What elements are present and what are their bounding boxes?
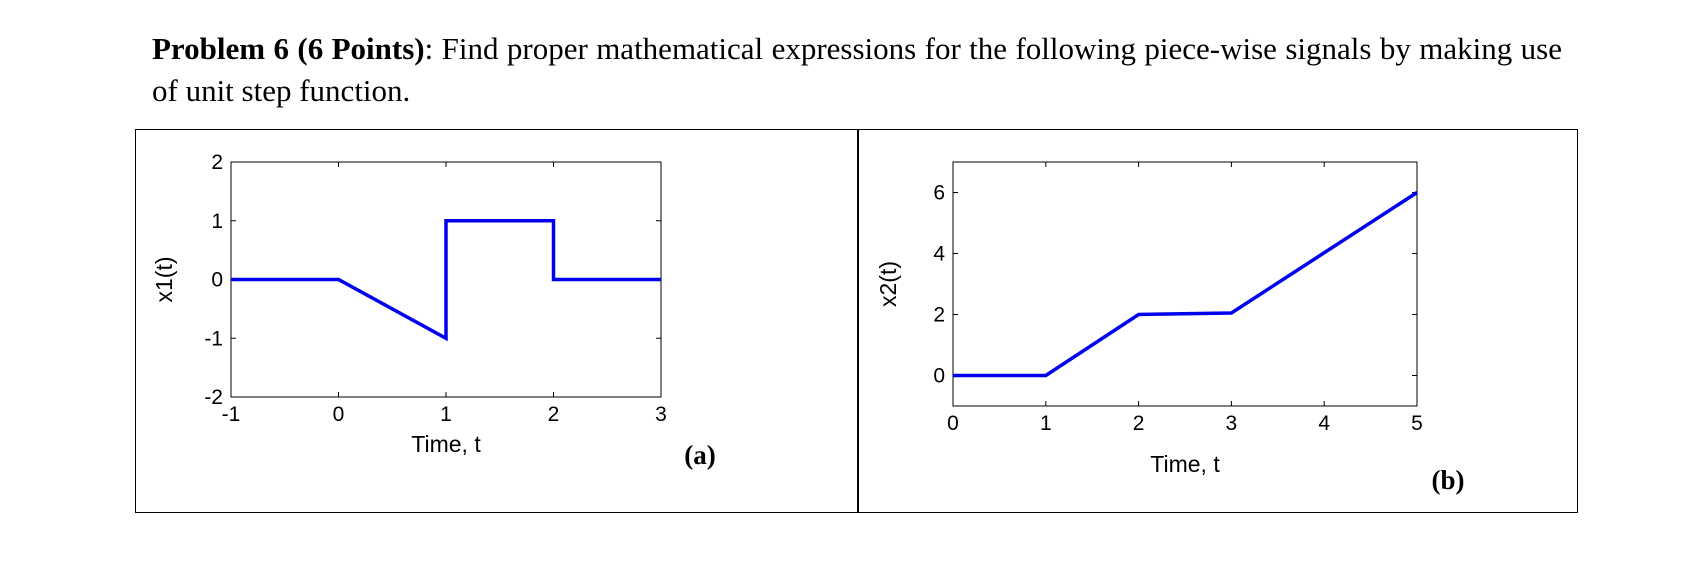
chart-b-y-tick-label: 6 [933, 182, 945, 205]
chart-b-y-tick-label: 4 [933, 243, 945, 266]
chart-b-x-tick-labels: 0 1 2 3 4 5 [947, 412, 1423, 435]
chart-b-x-axis-label: Time, t [1150, 451, 1220, 477]
chart-b-y-axis-label: x2(t) [875, 261, 901, 307]
chart-b: 0 1 2 3 4 5 0 2 4 6 Time, t x2(t) (b) [875, 161, 1465, 495]
chart-a-x-tick-label: -1 [222, 403, 241, 426]
chart-b-panel-label: (b) [1432, 465, 1465, 495]
chart-b-x-tick-label: 2 [1133, 412, 1145, 435]
chart-b-y-tick-label: 2 [933, 304, 945, 327]
chart-b-x-tick-label: 0 [947, 412, 959, 435]
chart-a-y-tick-labels: -2 -1 0 1 2 [204, 151, 223, 409]
chart-b-x-tick-label: 3 [1226, 412, 1238, 435]
chart-a-x-tick-label: 0 [333, 403, 345, 426]
chart-b-plot-frame [952, 161, 1418, 407]
chart-a-panel-label: (a) [684, 440, 715, 470]
problem-title: Problem 6 (6 Points) [152, 31, 425, 66]
chart-a-signal-line [231, 219, 661, 342]
chart-b-y-tick-labels: 0 2 4 6 [933, 182, 945, 388]
chart-a-x-axis-label: Time, t [411, 431, 481, 457]
chart-a-y-tick-label: 1 [211, 210, 223, 233]
chart-b-x-tick-label: 4 [1318, 412, 1330, 435]
chart-a-y-tick-label: 0 [211, 269, 223, 292]
chart-b-signal-line [953, 191, 1418, 378]
chart-b-ticks [952, 162, 1418, 406]
chart-a-x-tick-labels: -1 0 1 2 3 [222, 403, 667, 426]
panel-frame [135, 129, 1578, 513]
chart-b-x-tick-label: 5 [1411, 412, 1423, 435]
chart-b-y-tick-label: 0 [933, 365, 945, 388]
chart-a-y-tick-label: 2 [211, 151, 223, 174]
chart-a-ticks [230, 161, 662, 398]
chart-a-x-tick-label: 1 [440, 403, 452, 426]
chart-a-y-tick-label: -1 [204, 327, 223, 350]
chart-a-x-tick-label: 3 [655, 403, 667, 426]
chart-b-x-tick-label: 1 [1040, 412, 1052, 435]
chart-a-x-tick-label: 2 [548, 403, 560, 426]
problem-text: : Find proper mathematical expressions f… [152, 31, 1562, 108]
panel-divider [857, 129, 859, 513]
chart-a-y-axis-label: x1(t) [151, 257, 177, 303]
problem-statement: Problem 6 (6 Points): Find proper mathem… [152, 28, 1562, 112]
chart-a-y-tick-label: -2 [204, 386, 223, 409]
